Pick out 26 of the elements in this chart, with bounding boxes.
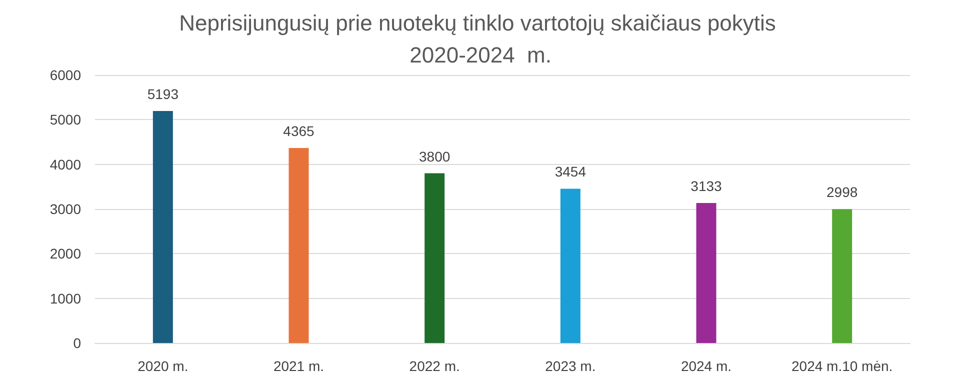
bar: [152, 111, 173, 343]
y-tick-label: 4000: [50, 156, 82, 172]
x-tick-label: 2021 m.: [273, 358, 324, 374]
y-tick-label: 5000: [50, 112, 82, 128]
data-label: 3800: [419, 148, 450, 164]
y-tick-label: 6000: [50, 67, 82, 83]
x-tick-label: 2024 m.10 mėn.: [791, 358, 893, 374]
data-label: 2998: [826, 184, 858, 200]
bar: [424, 173, 445, 343]
x-tick-label: 2024 m.: [680, 358, 732, 374]
data-label: 3454: [554, 164, 586, 180]
data-label: 3133: [690, 178, 722, 194]
x-tick-label: 2022 m.: [409, 358, 460, 374]
y-tick-label: 3000: [50, 201, 82, 217]
data-label: 5193: [147, 86, 179, 102]
y-tick-label: 0: [73, 335, 82, 351]
bar: [560, 188, 580, 343]
y-tick-label: 1000: [50, 290, 82, 306]
y-tick-label: 2000: [50, 246, 82, 262]
chart-title: Neprisijungusių prie nuotekų tinklo vartotojų skaičiaus pokytis 2020-2024 m.: [179, 10, 776, 68]
x-tick-label: 2020 m.: [138, 358, 188, 374]
data-label: 4365: [283, 123, 315, 140]
bar: [832, 209, 852, 343]
x-tick-label: 2023 m.: [545, 358, 596, 374]
bar: [696, 203, 716, 343]
bar: [288, 148, 309, 343]
